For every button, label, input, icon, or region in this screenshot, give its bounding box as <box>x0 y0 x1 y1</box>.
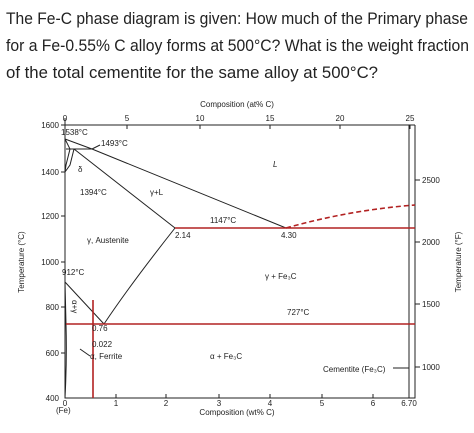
label: 1538°C <box>61 128 88 137</box>
tick-label: 3 <box>217 399 222 408</box>
label: 0.022 <box>92 340 113 349</box>
leaders <box>79 144 409 369</box>
label: 2.14 <box>175 231 191 240</box>
tick-label: 2 <box>164 399 169 408</box>
tick-label: 2000 <box>422 238 440 247</box>
label: α, Ferrite <box>90 352 123 361</box>
tick-label: 6.70 <box>401 399 417 408</box>
cementite-liquidus <box>285 204 416 229</box>
tick-label: 20 <box>336 114 345 123</box>
tick-label: 15 <box>266 114 275 123</box>
austenite-boundaries <box>64 227 176 325</box>
phase-diagram: Composition (at% C) Composition (wt% C) … <box>17 100 463 417</box>
tick-label: 5 <box>320 399 325 408</box>
label: γ, Austenite <box>87 236 129 245</box>
label: L <box>273 160 277 169</box>
question-line: for a Fe-0.55% C alloy forms at 500°C? W… <box>6 37 469 55</box>
tick-labels: 0 5 10 15 20 25 0 1 2 3 4 5 6 6.70 1600 1400 1200 1000 800… <box>41 114 440 408</box>
axis-title: Composition (at% C) <box>200 100 274 109</box>
tick-label: 600 <box>46 349 60 358</box>
label: 4.30 <box>281 231 297 240</box>
delta-boundaries <box>64 138 176 229</box>
axis-title: Temperature (°C) <box>17 231 26 293</box>
question-line: The Fe-C phase diagram is given: How muc… <box>6 10 468 28</box>
label: 1147°C <box>210 216 236 225</box>
tick-label: 10 <box>196 114 205 123</box>
question-line: of the total cementite for the same allo… <box>6 64 378 82</box>
liquidus <box>64 138 287 229</box>
label: 1394°C <box>80 188 107 197</box>
label: 912°C <box>62 268 85 277</box>
tick-marks <box>61 124 420 398</box>
origin-label: (Fe) <box>56 406 71 415</box>
label: 727°C <box>287 308 310 317</box>
tick-label: 5 <box>125 114 130 123</box>
tick-label: 1200 <box>41 212 59 221</box>
label: γ+L <box>150 188 164 197</box>
tick-label: 1600 <box>41 121 59 130</box>
tick-label: 4 <box>268 399 273 408</box>
axis-title: Temperature (°F) <box>454 231 463 292</box>
tick-label: 1000 <box>422 363 440 372</box>
tick-label: 1000 <box>41 258 59 267</box>
axis-title: Composition (wt% C) <box>199 408 274 417</box>
tick-label: 1400 <box>41 168 59 177</box>
tick-label: 800 <box>46 303 60 312</box>
label: α + Fe₃C <box>210 352 242 361</box>
frame <box>64 118 416 399</box>
label: Cementite (Fe₃C) <box>323 365 386 374</box>
tick-label: 0 <box>63 399 68 408</box>
tick-label: 400 <box>46 394 60 403</box>
tick-label: 6 <box>371 399 376 408</box>
label: δ <box>78 165 83 174</box>
tick-label: 1500 <box>422 300 440 309</box>
label: 0.76 <box>92 324 108 333</box>
tick-label: 25 <box>406 114 415 123</box>
label: α+γ <box>70 300 79 313</box>
tick-label: 0 <box>63 114 68 123</box>
reference-lines <box>66 227 415 398</box>
tick-label: 1 <box>114 399 119 408</box>
question: The Fe-C phase diagram is given: How muc… <box>6 10 469 82</box>
label: γ + Fe₃C <box>265 272 297 281</box>
label: 1493°C <box>101 139 128 148</box>
tick-label: 2500 <box>422 176 440 185</box>
